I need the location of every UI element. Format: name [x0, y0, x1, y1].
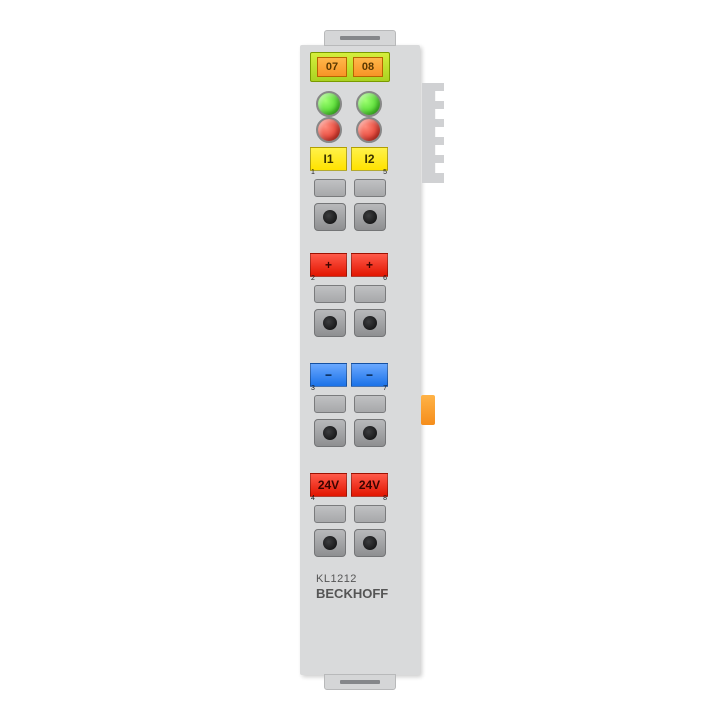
status-led-red-1: [316, 117, 342, 143]
terminal[interactable]: 1: [314, 179, 344, 227]
din-rail-clip-bottom: [324, 674, 396, 690]
address-label-left: 07: [317, 57, 347, 77]
label-cell: +: [351, 253, 388, 277]
terminal-row: 15: [314, 179, 384, 227]
terminal-hole: [354, 309, 386, 337]
status-led-row-1: [316, 91, 382, 117]
terminal-number: 7: [383, 385, 387, 392]
terminal-slot: [354, 395, 386, 413]
terminal-row: 37: [314, 395, 384, 443]
label-cell: −: [310, 363, 347, 387]
brand-label: BECKHOFF: [316, 586, 388, 601]
terminal-number: 4: [311, 495, 315, 502]
terminal-row: 48: [314, 505, 384, 553]
terminal-number: 8: [383, 495, 387, 502]
terminal-hole: [354, 529, 386, 557]
din-rail-clip-top: [324, 30, 396, 46]
terminal-slot: [314, 505, 346, 523]
label-cell: 24V: [351, 473, 388, 497]
terminal-slot: [314, 395, 346, 413]
terminal-hole: [314, 419, 346, 447]
terminal-number: 5: [383, 169, 387, 176]
label-cell: I2: [351, 147, 388, 171]
terminal-hole: [354, 203, 386, 231]
side-release-tab[interactable]: [421, 395, 435, 425]
terminal[interactable]: 8: [354, 505, 384, 553]
status-led-red-2: [356, 117, 382, 143]
terminal[interactable]: 6: [354, 285, 384, 333]
io-terminal-module: 07 08 I1I2++−−24V24V 15263748 KL1212 BEC…: [300, 45, 420, 675]
terminal-hole: [354, 419, 386, 447]
terminal[interactable]: 2: [314, 285, 344, 333]
label-band: −−: [310, 363, 388, 387]
terminal[interactable]: 4: [314, 505, 344, 553]
address-tab: 07 08: [310, 52, 390, 82]
terminal[interactable]: 5: [354, 179, 384, 227]
label-band: 24V24V: [310, 473, 388, 497]
terminal[interactable]: 7: [354, 395, 384, 443]
status-led-row-2: [316, 117, 382, 143]
model-label: KL1212: [316, 573, 357, 585]
label-band: I1I2: [310, 147, 388, 171]
terminal-hole: [314, 309, 346, 337]
bus-contact-comb: [422, 83, 444, 183]
terminal-slot: [354, 285, 386, 303]
label-cell: −: [351, 363, 388, 387]
label-cell: 24V: [310, 473, 347, 497]
label-cell: +: [310, 253, 347, 277]
label-cell: I1: [310, 147, 347, 171]
terminal-slot: [314, 179, 346, 197]
status-led-green-1: [316, 91, 342, 117]
status-led-green-2: [356, 91, 382, 117]
terminal[interactable]: 3: [314, 395, 344, 443]
label-band: ++: [310, 253, 388, 277]
terminal-slot: [354, 505, 386, 523]
terminal-row: 26: [314, 285, 384, 333]
terminal-number: 3: [311, 385, 315, 392]
terminal-number: 1: [311, 169, 315, 176]
terminal-hole: [314, 529, 346, 557]
terminal-slot: [314, 285, 346, 303]
terminal-number: 2: [311, 275, 315, 282]
terminal-slot: [354, 179, 386, 197]
terminal-hole: [314, 203, 346, 231]
terminal-number: 6: [383, 275, 387, 282]
address-label-right: 08: [353, 57, 383, 77]
